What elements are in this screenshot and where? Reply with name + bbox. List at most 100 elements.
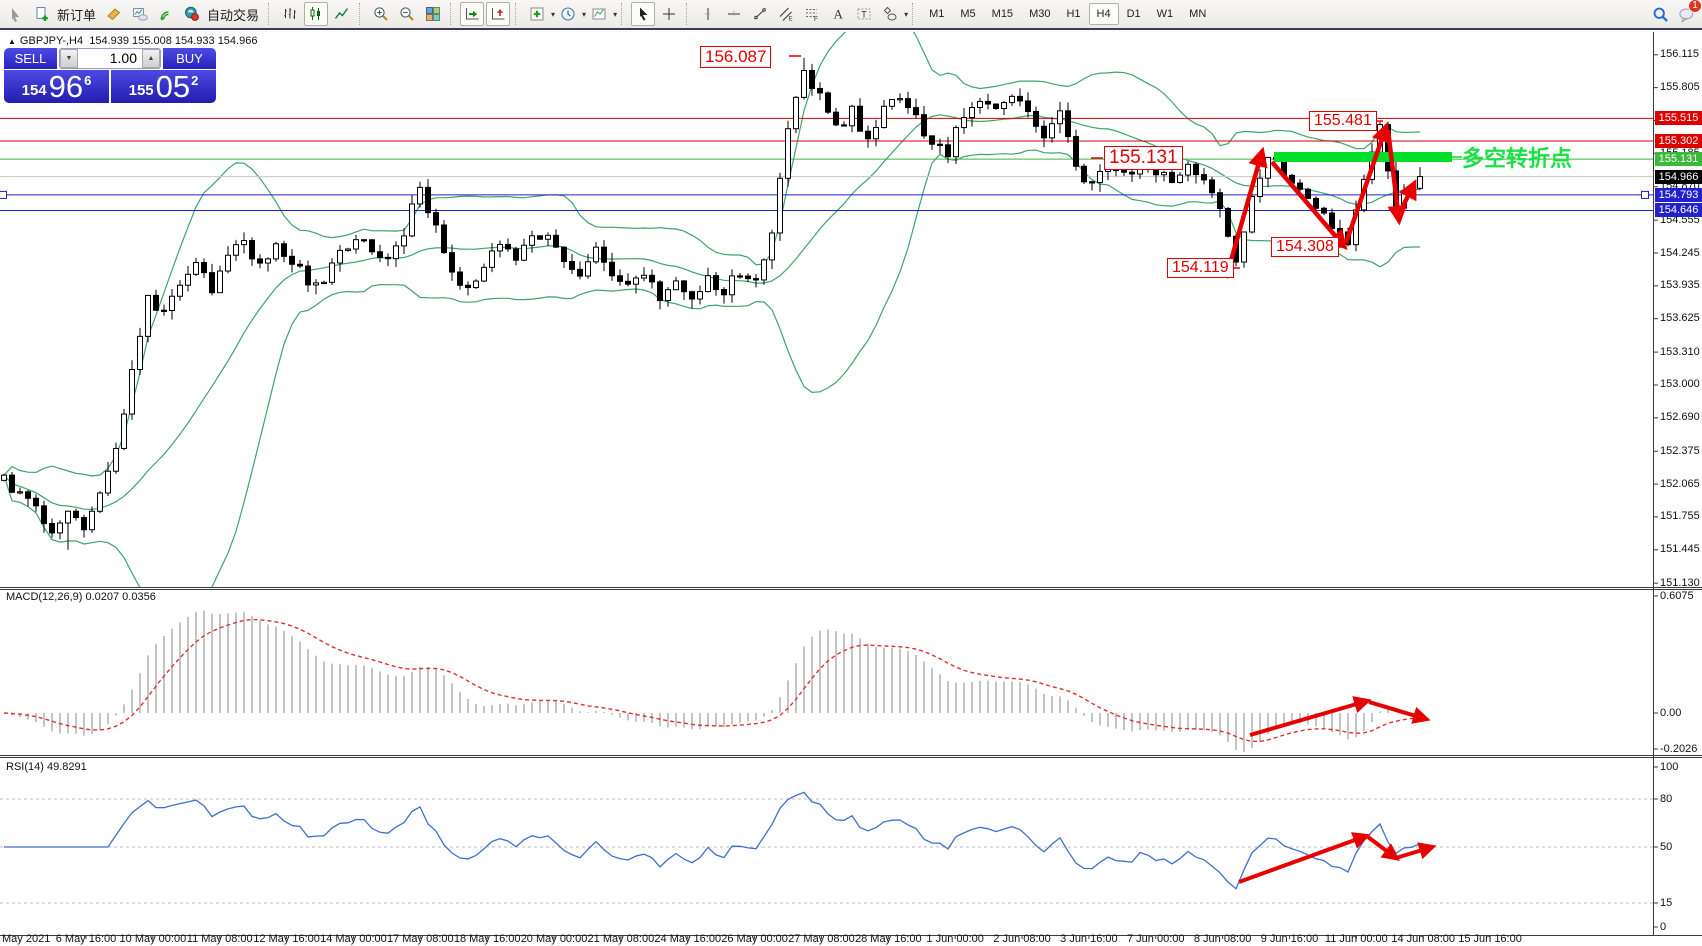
text-label-icon: T [856, 6, 872, 22]
volume-decrease-button[interactable]: ▼ [60, 49, 78, 68]
publish-chart-button[interactable] [128, 2, 152, 26]
sell-button[interactable]: SELL [4, 48, 57, 69]
svg-text:E: E [789, 17, 793, 23]
candlestick-chart-button[interactable] [304, 2, 329, 26]
bar-chart-button[interactable] [278, 2, 302, 26]
one-click-trade-panel: SELL ▼ 1.00 ▲ BUY 154 96 6 155 05 2 [4, 48, 216, 103]
signals-button[interactable] [154, 2, 178, 26]
periods-icon [560, 6, 576, 22]
timeframe-h4-button[interactable]: H4 [1088, 3, 1119, 25]
time-tick-label: 2 Jun 08:00 [993, 933, 1051, 945]
collapse-marker-icon[interactable]: ▲ [8, 37, 16, 46]
price-annotation-label[interactable]: 154.119 [1167, 258, 1234, 279]
tile-windows-icon [425, 6, 441, 22]
sell-price-integer: 154 [21, 82, 47, 99]
time-tick-label: 18 May 16:00 [453, 933, 521, 945]
volume-input[interactable]: 1.00 [109, 50, 137, 66]
indicators-dropdown-caret[interactable]: ▾ [551, 9, 556, 19]
shapes-dropdown-caret[interactable]: ▾ [904, 9, 909, 19]
price-tick-label: 153.000 [1660, 378, 1700, 391]
time-tick-label: 1 Jun 00:00 [926, 933, 984, 945]
zoom-in-icon [373, 6, 389, 22]
search-button[interactable] [1648, 2, 1672, 26]
templates-dropdown-caret[interactable]: ▾ [613, 9, 618, 19]
buy-price-display[interactable]: 155 05 2 [111, 70, 216, 103]
zoom-out-icon [399, 6, 415, 22]
volume-increase-button[interactable]: ▲ [142, 49, 160, 68]
macd-scale-label: 0.6075 [1660, 589, 1694, 602]
text-button[interactable]: A [826, 2, 850, 26]
zoom-in-button[interactable] [369, 2, 393, 26]
price-tick-label: 152.065 [1660, 477, 1700, 490]
line-chart-button[interactable] [330, 2, 354, 26]
trend-line-button[interactable] [748, 2, 772, 26]
vertical-line-button[interactable] [696, 2, 720, 26]
timeframe-m5-button[interactable]: M5 [960, 8, 976, 20]
shapes-button[interactable] [878, 2, 902, 26]
new-order-button[interactable] [30, 2, 54, 26]
fibonacci-icon: F [804, 6, 820, 22]
templates-button[interactable] [587, 2, 611, 26]
auto-scroll-icon [464, 6, 480, 22]
toolbar-separator [359, 3, 364, 25]
brush-button[interactable] [102, 2, 126, 26]
search-icon [1652, 6, 1669, 23]
price-tick-label: 152.690 [1660, 411, 1700, 424]
equidistant-channel-icon: E [778, 6, 794, 22]
horizontal-line-button[interactable] [722, 2, 746, 26]
pointer-partial-button[interactable] [4, 2, 28, 26]
time-tick-label: 17 May 08:00 [386, 933, 454, 945]
fibonacci-button[interactable]: F [800, 2, 824, 26]
price-annotation-label[interactable]: 155.481 [1309, 111, 1377, 132]
timeframe-mn-button[interactable]: MN [1189, 8, 1207, 20]
price-annotation-label[interactable]: 155.131 [1104, 146, 1183, 170]
periods-dropdown-caret[interactable]: ▾ [582, 9, 587, 19]
price-annotation-label[interactable]: 154.308 [1271, 237, 1339, 258]
time-tick-label: 9 Jun 16:00 [1260, 933, 1319, 945]
price-badge: 155.515 [1655, 111, 1702, 126]
timeframe-h1-button[interactable]: H1 [1066, 8, 1081, 20]
price-annotation-label[interactable]: 156.087 [700, 46, 772, 68]
buy-price-pips: 05 [155, 69, 191, 104]
svg-text:A: A [834, 7, 844, 22]
autotrade-button[interactable] [180, 2, 204, 26]
text-label-button[interactable]: T [852, 2, 876, 26]
bull-bear-pivot-note[interactable]: 多空转折点 [1462, 146, 1573, 171]
time-tick-label: 14 Jun 08:00 [1391, 933, 1455, 945]
new-order-label: 新订单 [57, 7, 97, 23]
price-tick-label: 152.375 [1660, 444, 1700, 457]
time-tick-label: May 2021 [2, 933, 51, 945]
chart-shift-button[interactable] [486, 2, 511, 26]
time-tick-label: 11 Jun 00:00 [1324, 933, 1388, 945]
sell-price-point: 6 [84, 73, 92, 88]
timeframe-m1-button[interactable]: M1 [929, 8, 945, 20]
indicators-button[interactable] [525, 2, 549, 26]
price-tick-label: 153.935 [1660, 279, 1700, 292]
time-tick-label: 10 May 00:00 [119, 933, 187, 945]
auto-scroll-button[interactable] [460, 2, 485, 26]
equidistant-channel-button[interactable]: E [774, 2, 798, 26]
rsi-scale-label: 50 [1660, 840, 1673, 853]
sell-price-pips: 96 [48, 69, 84, 104]
chat-button[interactable]: 1 [1674, 0, 1702, 26]
symbol-period-label: GBPJPY-,H4 [19, 35, 84, 47]
macd-indicator-label: MACD(12,26,9) 0.0207 0.0356 [6, 591, 156, 603]
timeframe-m15-button[interactable]: M15 [991, 8, 1014, 20]
timeframe-w1-button[interactable]: W1 [1156, 8, 1174, 20]
periods-button[interactable] [556, 2, 580, 26]
price-tick-label: 154.245 [1660, 246, 1700, 259]
signals-icon [158, 6, 174, 22]
cursor-button[interactable] [631, 2, 656, 26]
timeframe-m30-button[interactable]: M30 [1029, 8, 1051, 20]
volume-stepper: ▼ 1.00 ▲ [59, 48, 161, 69]
buy-button[interactable]: BUY [163, 48, 216, 69]
ohlc-values: 154.939 155.008 154.933 154.966 [89, 35, 258, 47]
sell-price-display[interactable]: 154 96 6 [4, 70, 109, 103]
timeframe-d1-button[interactable]: D1 [1126, 8, 1141, 20]
rsi-scale-label: 100 [1660, 760, 1679, 773]
zoom-out-button[interactable] [395, 2, 419, 26]
tile-windows-button[interactable] [421, 2, 445, 26]
crosshair-button[interactable] [657, 2, 681, 26]
